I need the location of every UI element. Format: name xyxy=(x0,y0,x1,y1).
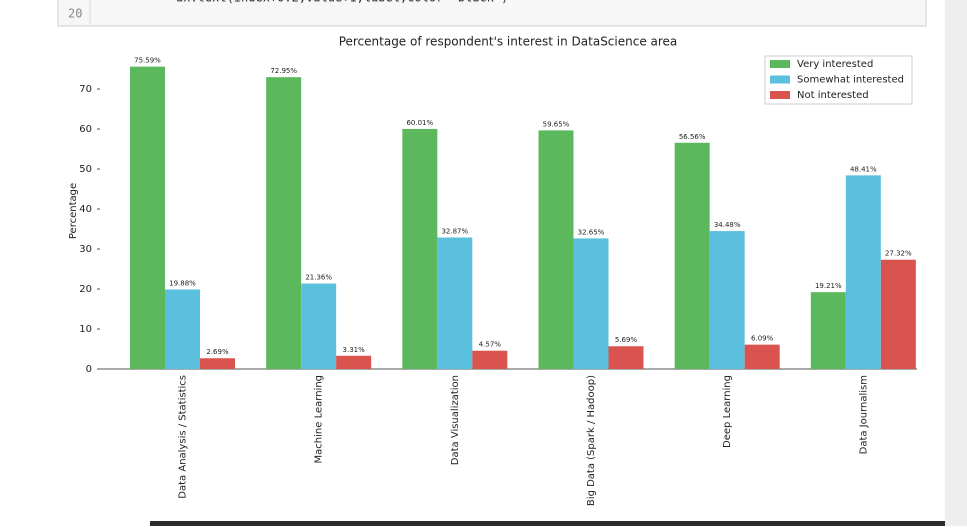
x-tick-label: Data Analysis / Statistics xyxy=(178,375,189,499)
value-label: 72.95% xyxy=(270,67,297,75)
value-label: 4.57% xyxy=(479,341,502,349)
chart-title: Percentage of respondent's interest in D… xyxy=(339,35,678,49)
value-label: 3.31% xyxy=(343,346,366,354)
bar xyxy=(608,346,644,369)
value-label: 21.36% xyxy=(305,274,332,282)
legend-swatch xyxy=(770,91,790,99)
bar xyxy=(472,350,508,369)
bar xyxy=(709,231,745,369)
value-label: 5.69% xyxy=(615,336,638,344)
value-label: 2.69% xyxy=(206,348,229,356)
bar xyxy=(200,358,235,369)
legend-swatch xyxy=(770,60,790,68)
value-label: 75.59% xyxy=(134,57,161,65)
x-tick-label: Machine Learning xyxy=(314,375,325,463)
value-label: 34.48% xyxy=(714,221,741,229)
bar xyxy=(845,175,881,369)
bar xyxy=(674,142,710,369)
y-tick-label: 50 xyxy=(79,164,92,175)
legend-swatch xyxy=(770,75,790,84)
value-label: 19.21% xyxy=(815,282,842,290)
bar xyxy=(336,355,372,369)
value-label: 27.32% xyxy=(885,250,912,258)
value-label: 56.56% xyxy=(679,133,706,141)
y-axis-label: Percentage xyxy=(68,183,79,239)
bar xyxy=(573,238,609,369)
legend-label: Somewhat interested xyxy=(797,75,904,86)
bar xyxy=(437,237,473,369)
value-label: 59.65% xyxy=(543,120,570,128)
bottom-bar xyxy=(150,521,945,526)
y-tick-label: 40 xyxy=(79,204,92,215)
scroll-gutter xyxy=(945,0,967,526)
bar xyxy=(266,77,302,369)
value-label: 48.41% xyxy=(850,165,877,173)
y-tick-label: 0 xyxy=(86,364,92,375)
legend-label: Not interested xyxy=(797,90,869,101)
y-tick-label: 30 xyxy=(79,244,92,255)
bar xyxy=(130,66,165,369)
bar xyxy=(880,259,916,369)
bar xyxy=(165,289,200,369)
x-tick-label: Data Visualization xyxy=(450,375,461,465)
bar xyxy=(810,292,846,369)
bar xyxy=(402,128,438,369)
value-label: 6.09% xyxy=(751,335,774,343)
x-tick-label: Big Data (Spark / Hadoop) xyxy=(586,375,597,506)
value-label: 60.01% xyxy=(406,119,433,127)
bar xyxy=(301,283,337,369)
legend-label: Very interested xyxy=(797,59,873,70)
x-tick-label: Deep Learning xyxy=(722,375,733,448)
y-tick-label: 70 xyxy=(79,84,92,95)
bar xyxy=(744,344,780,369)
value-label: 19.88% xyxy=(169,279,196,287)
value-label: 32.87% xyxy=(441,228,468,236)
code-text: ax.text(index+0.2,value+1,label,color='b… xyxy=(176,0,508,5)
value-label: 32.65% xyxy=(578,228,605,236)
y-tick-label: 20 xyxy=(79,284,92,295)
y-tick-label: 10 xyxy=(79,324,92,335)
bar xyxy=(538,130,574,369)
code-cell xyxy=(57,0,927,27)
line-number: 20 xyxy=(68,7,82,21)
x-tick-label: Data Journalism xyxy=(858,375,869,454)
y-tick-label: 60 xyxy=(79,124,92,135)
